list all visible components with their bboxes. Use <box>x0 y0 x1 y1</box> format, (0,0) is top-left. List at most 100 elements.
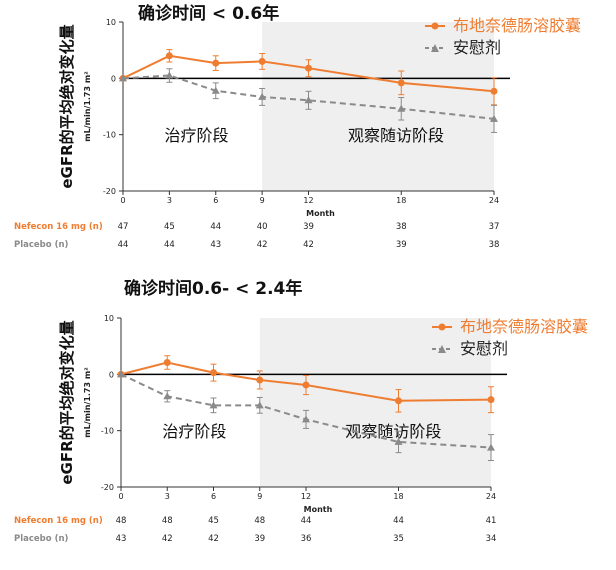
y-tick-label: -10 <box>101 427 114 436</box>
y-tick-label: 0 <box>109 370 114 379</box>
at-risk-value: 39 <box>303 222 314 232</box>
x-tick-label: 6 <box>213 196 218 205</box>
x-tick-label: 3 <box>165 492 170 501</box>
data-point <box>165 71 174 79</box>
phase-label-treatment: 治疗阶段 <box>162 422 226 441</box>
at-risk-value: 48 <box>254 516 266 526</box>
x-tick-label: 9 <box>257 492 262 501</box>
data-point <box>163 392 172 400</box>
chart-panel-1: 确诊时间 < 0.6年 10 0 -10 -20 0 3 6 9 12 18 24 Month eGFR… <box>0 0 616 270</box>
x-tick-label: 12 <box>303 196 313 205</box>
at-risk-row-placebo: Placebo (n) 44 44 43 42 42 39 38 <box>0 240 616 256</box>
at-risk-label: Placebo (n) <box>14 240 69 250</box>
data-point <box>394 437 403 445</box>
phase-label-followup: 观察随访阶段 <box>345 422 441 441</box>
at-risk-value: 48 <box>161 516 173 526</box>
data-point <box>395 397 402 405</box>
at-risk-value: 40 <box>256 222 268 232</box>
at-risk-label: Nefecon 16 mg (n) <box>14 516 103 526</box>
data-point <box>487 396 495 404</box>
data-point <box>302 381 310 389</box>
at-risk-value: 42 <box>256 240 268 250</box>
data-point <box>212 59 220 67</box>
circle-marker-icon <box>425 22 445 30</box>
at-risk-value: 42 <box>208 534 219 544</box>
legend-label: 布地奈德肠溶胶囊 <box>453 16 582 35</box>
at-risk-value: 39 <box>254 534 266 544</box>
data-point <box>256 376 264 384</box>
data-point <box>302 415 310 423</box>
plot-area: 10 0 -10 -20 0 3 6 9 12 18 24 Month eGFR的平均绝对变化量 mL/m… <box>58 314 507 514</box>
data-point <box>305 64 312 72</box>
data-point <box>163 359 171 367</box>
at-risk-value: 41 <box>485 516 497 526</box>
at-risk-value: 34 <box>485 534 497 544</box>
y-tick-label: 10 <box>106 18 116 27</box>
x-tick-label: 6 <box>211 492 216 501</box>
at-risk-value: 43 <box>115 534 127 544</box>
x-tick-label: 24 <box>489 196 499 205</box>
y-axis-label: eGFR的平均绝对变化量 <box>58 320 76 484</box>
legend-label: 布地奈德肠溶胶囊 <box>460 317 589 336</box>
at-risk-value: 42 <box>303 240 314 250</box>
at-risk-value: 37 <box>488 222 500 232</box>
legend-item-placebo: 安慰剂 <box>432 338 588 360</box>
data-point <box>304 96 313 104</box>
at-risk-value: 44 <box>300 516 312 526</box>
data-point <box>209 401 218 409</box>
x-tick-label: 3 <box>167 196 172 205</box>
at-risk-value: 35 <box>393 534 404 544</box>
data-point <box>397 104 406 112</box>
at-risk-label: Placebo (n) <box>14 534 69 544</box>
data-point <box>397 79 405 87</box>
data-point <box>210 369 217 377</box>
y-tick-label: -10 <box>103 131 116 140</box>
legend-item-nefecon: 布地奈德肠溶胶囊 <box>425 15 581 37</box>
chart-panel-2: 确诊时间0.6- < 2.4年 10 0 -10 -20 0 3 6 9 12 18 24 Month… <box>0 272 616 570</box>
at-risk-value: 48 <box>115 516 127 526</box>
legend-item-placebo: 安慰剂 <box>425 37 581 59</box>
x-axis-label: Month <box>306 209 335 218</box>
at-risk-value: 39 <box>395 240 407 250</box>
at-risk-row-nefecon: Nefecon 16 mg (n) 48 48 45 48 44 44 41 <box>0 516 616 532</box>
data-point <box>490 87 498 95</box>
at-risk-value: 38 <box>488 240 500 250</box>
at-risk-value: 45 <box>208 516 219 526</box>
y-axis-label: eGFR的平均绝对变化量 <box>58 24 76 188</box>
at-risk-value: 47 <box>117 222 129 232</box>
y-tick-label: 0 <box>111 74 116 83</box>
x-tick-label: 12 <box>301 492 311 501</box>
x-axis-label: Month <box>304 505 333 514</box>
data-point <box>258 57 266 65</box>
circle-marker-icon <box>432 323 452 331</box>
data-point <box>117 370 125 378</box>
legend: 布地奈德肠溶胶囊 安慰剂 <box>432 316 588 360</box>
chart-title: 确诊时间0.6- < 2.4年 <box>124 279 303 299</box>
at-risk-label: Nefecon 16 mg (n) <box>14 222 103 232</box>
triangle-marker-icon <box>425 44 445 52</box>
at-risk-value: 45 <box>163 222 175 232</box>
legend-label: 安慰剂 <box>453 38 502 57</box>
data-point <box>119 74 127 82</box>
follow-up-shaded-region <box>262 22 494 191</box>
legend-label: 安慰剂 <box>460 339 509 358</box>
y-tick-label: 10 <box>104 314 114 323</box>
at-risk-value: 44 <box>163 240 175 250</box>
x-tick-label: 0 <box>118 492 123 501</box>
y-tick-label: -20 <box>101 483 114 492</box>
x-tick-label: 18 <box>396 196 406 205</box>
at-risk-value: 44 <box>393 516 404 526</box>
x-tick-label: 18 <box>393 492 403 501</box>
legend: 布地奈德肠溶胶囊 安慰剂 <box>425 15 581 59</box>
x-tick-label: 24 <box>486 492 496 501</box>
data-point <box>487 443 495 451</box>
chart-title: 确诊时间 < 0.6年 <box>138 4 280 24</box>
at-risk-value: 44 <box>117 240 129 250</box>
x-tick-label: 9 <box>260 196 265 205</box>
y-axis-unit: mL/min/1.73 m² <box>83 71 92 142</box>
data-point <box>211 86 220 94</box>
x-tick-label: 0 <box>120 196 125 205</box>
at-risk-value: 42 <box>161 534 173 544</box>
data-point <box>255 401 264 409</box>
phase-label-treatment: 治疗阶段 <box>165 126 229 145</box>
